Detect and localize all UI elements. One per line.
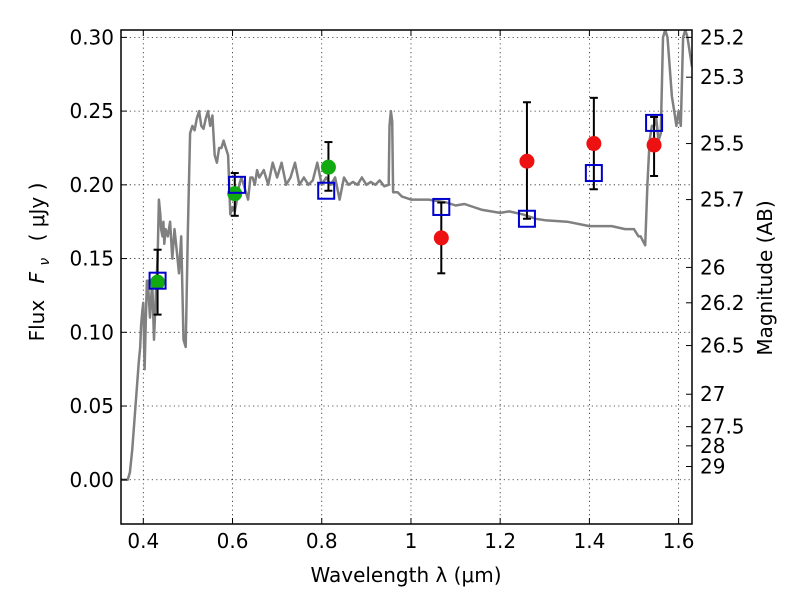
right-tick-label: 27.5 [700, 415, 745, 439]
x-tick-label: 0.4 [127, 529, 159, 553]
red-data-point [519, 153, 535, 169]
y-axis-label-left: Flux F ν ( μJy ) [25, 183, 54, 342]
model-flux-box [584, 164, 603, 183]
x-axis-label: Wavelength λ (μm) [310, 563, 501, 587]
plot-frame [120, 29, 693, 525]
x-tick-label: 0.6 [217, 529, 249, 553]
y-tick-label: 0.00 [69, 468, 114, 492]
y-tick-label: 0.05 [69, 394, 114, 418]
green-data-point [150, 274, 166, 290]
green-data-point [320, 159, 336, 175]
x-tick-label: 0.8 [306, 529, 338, 553]
x-tick-label: 1 [405, 529, 418, 553]
red-data-point [433, 230, 449, 246]
right-tick-label: 25.2 [700, 25, 745, 49]
y-axis-label-flux: Flux [25, 300, 49, 342]
y-tick-label: 0.25 [69, 99, 114, 123]
y-tick-label: 0.10 [69, 320, 114, 344]
y-tick-label: 0.30 [69, 25, 114, 49]
right-tick-label: 26.5 [700, 334, 745, 358]
y-tick-label: 0.20 [69, 173, 114, 197]
y-axis-label-symbol: F [25, 271, 49, 283]
points-layer [150, 136, 662, 290]
model-flux-box [645, 113, 664, 132]
y-tick-labels: 0.00 0.05 0.10 0.15 0.20 0.25 0.30 [69, 25, 114, 491]
svg-text:Flux F ν: Flux F ν ( μJy ) [25, 183, 54, 342]
red-data-point [646, 137, 662, 153]
x-tick-labels: 0.4 0.6 0.8 1 1.2 1.4 1.6 [127, 529, 694, 553]
model-flux-box [317, 181, 336, 200]
y-axis-label-subscript: ν [37, 258, 53, 266]
right-tick-label: 26 [700, 255, 725, 279]
model-flux-box [517, 209, 536, 228]
model-box-layer [148, 113, 664, 290]
y-tick-label: 0.15 [69, 247, 114, 271]
x-tick-label: 1.6 [663, 529, 695, 553]
right-tick-label: 26.2 [700, 291, 745, 315]
x-tick-label: 1.4 [573, 529, 605, 553]
model-flux-box [148, 271, 167, 290]
right-tick-label: 25.7 [700, 188, 745, 212]
red-data-point [586, 136, 602, 152]
right-tick-label: 27 [700, 382, 725, 406]
right-tick-label: 25.3 [700, 65, 745, 89]
spectrum-curve [121, 30, 692, 482]
right-tick-label: 28 [700, 434, 725, 458]
right-tick-label: 25.5 [700, 132, 745, 156]
y-axis-label-unit: ( μJy ) [25, 183, 49, 242]
model-flux-box [432, 197, 451, 216]
grid-layer [121, 30, 692, 524]
model-flux-box [227, 175, 246, 194]
spectrum-layer [121, 30, 692, 482]
y-axis-label-right: Magnitude (AB) [753, 200, 777, 355]
right-tick-label: 29 [700, 454, 725, 478]
ticks-layer [121, 30, 692, 524]
x-tick-label: 1.2 [484, 529, 516, 553]
